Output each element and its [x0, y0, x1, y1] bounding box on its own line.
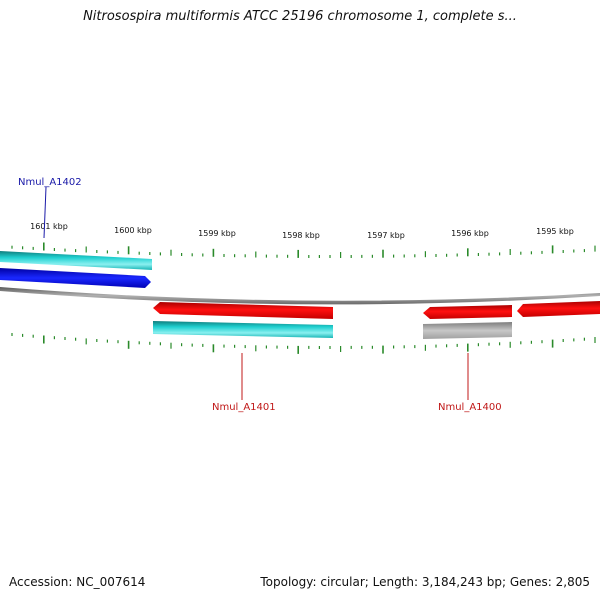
scale-label-1598: 1598 kbp — [282, 231, 320, 240]
map-title: Nitrosospira multiformis ATCC 25196 chro… — [83, 9, 517, 24]
scale-label-1599: 1599 kbp — [198, 229, 236, 238]
gene-nmul-a1401-cyan-feature[interactable] — [153, 321, 333, 338]
gene-nmul-a1401-feature[interactable] — [153, 302, 333, 319]
gene-label-nmul-a1400[interactable]: Nmul_A1400 — [438, 402, 502, 413]
accession-text: Accession: NC_007614 — [9, 575, 146, 589]
leader-line-nmul-a1402 — [43, 186, 47, 239]
gene-next-feature[interactable] — [517, 301, 600, 317]
scale-label-1595: 1595 kbp — [536, 227, 574, 236]
scale-labels: 1601 kbp 1600 kbp 1599 kbp 1598 kbp 1597… — [30, 222, 574, 240]
gene-label-nmul-a1402[interactable]: Nmul_A1402 — [18, 177, 82, 188]
genome-summary-text: Topology: circular; Length: 3,184,243 bp… — [260, 575, 590, 589]
scale-label-1596: 1596 kbp — [451, 229, 489, 238]
inner-tick-row — [11, 333, 596, 354]
gene-nmul-a1400-gray-feature[interactable] — [423, 322, 512, 339]
gene-label-nmul-a1401[interactable]: Nmul_A1401 — [212, 402, 276, 413]
gene-nmul-a1400-feature[interactable] — [423, 305, 512, 319]
scale-label-1600: 1600 kbp — [114, 226, 152, 235]
scale-label-1597: 1597 kbp — [367, 231, 405, 240]
outer-tick-row — [11, 242, 596, 258]
scale-label-1601: 1601 kbp — [30, 222, 68, 231]
chromosome-backbone — [0, 287, 600, 305]
gene-nmul-a1402-feature[interactable] — [0, 268, 151, 288]
gene-nmul-a1402-cyan-feature[interactable] — [0, 251, 152, 270]
